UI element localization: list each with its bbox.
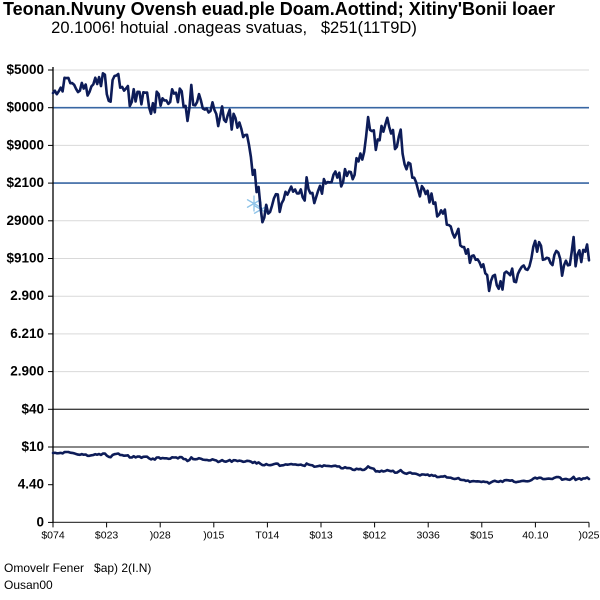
svg-text:$074: $074 <box>41 529 65 541</box>
svg-text:$2100: $2100 <box>6 175 44 190</box>
svg-text:29000: 29000 <box>6 213 44 228</box>
svg-text:6.210: 6.210 <box>10 326 44 341</box>
svg-text:)028: )028 <box>150 529 171 541</box>
svg-text:$10: $10 <box>21 439 44 454</box>
svg-text:)015: )015 <box>203 529 224 541</box>
svg-text:$023: $023 <box>95 529 119 541</box>
svg-text:40.10: 40.10 <box>522 529 548 541</box>
svg-text:2.900: 2.900 <box>10 364 44 379</box>
svg-text:$012: $012 <box>363 529 387 541</box>
svg-text:$013: $013 <box>309 529 333 541</box>
svg-text:$0000: $0000 <box>6 100 44 115</box>
svg-text:)025: )025 <box>578 529 599 541</box>
svg-text:T014: T014 <box>255 529 279 541</box>
svg-text:$40: $40 <box>21 401 44 416</box>
svg-text:2.900: 2.900 <box>10 288 44 303</box>
svg-text:$015: $015 <box>470 529 494 541</box>
svg-text:3036: 3036 <box>417 529 441 541</box>
svg-text:$9100: $9100 <box>6 251 44 266</box>
svg-text:0: 0 <box>36 514 44 529</box>
svg-text:$9000: $9000 <box>6 137 44 152</box>
svg-text:$5000: $5000 <box>6 62 44 77</box>
svg-text:4.40: 4.40 <box>18 477 44 492</box>
